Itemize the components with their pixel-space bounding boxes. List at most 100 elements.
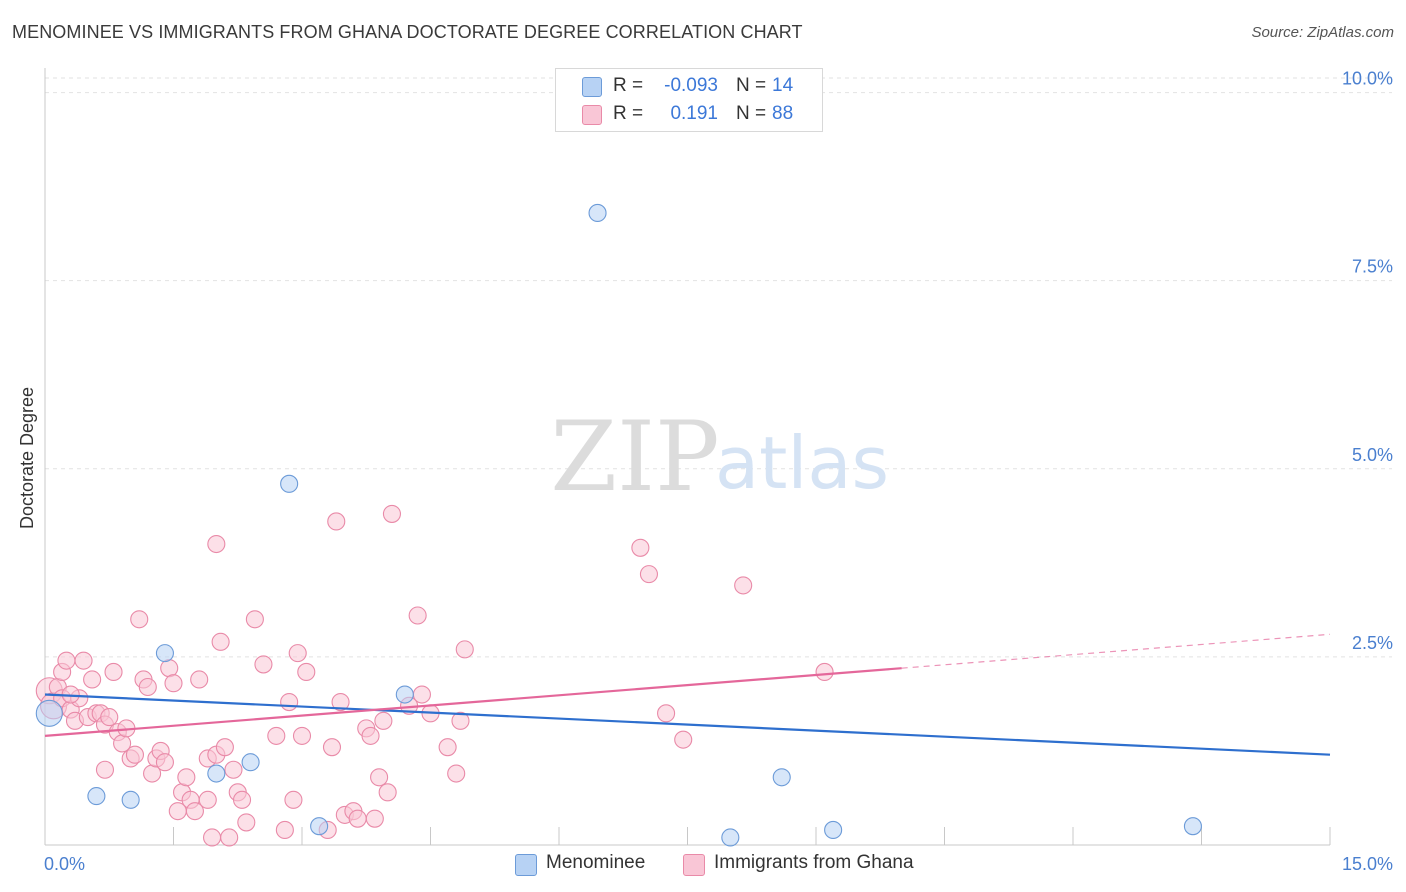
- point-ghana: [245, 610, 264, 629]
- point-ghana: [211, 632, 230, 651]
- legend-r-value: -0.093: [664, 75, 718, 96]
- point-menominee: [280, 474, 299, 493]
- point-ghana: [215, 738, 234, 757]
- chart-title: MENOMINEE VS IMMIGRANTS FROM GHANA DOCTO…: [12, 22, 803, 42]
- point-ghana: [74, 651, 93, 670]
- legend-label-menominee: Menominee: [546, 852, 646, 873]
- y-tick-label: 2.5%: [1352, 633, 1393, 653]
- point-ghana: [447, 764, 466, 783]
- data-points: [35, 203, 1202, 847]
- legend-r-value: 0.191: [670, 103, 718, 124]
- point-ghana: [267, 726, 286, 745]
- point-ghana: [455, 640, 474, 659]
- point-menominee: [155, 644, 174, 663]
- point-ghana: [374, 711, 393, 730]
- y-axis-label: Doctorate Degree: [17, 387, 37, 529]
- point-ghana: [125, 745, 144, 764]
- watermark-zip: ZIP: [550, 401, 719, 513]
- legend-swatch-menominee: [515, 854, 537, 876]
- point-menominee: [121, 790, 140, 809]
- legend-swatch-menominee: [582, 77, 602, 97]
- point-ghana: [412, 685, 431, 704]
- legend-n-label: N =: [736, 103, 767, 124]
- point-ghana: [284, 790, 303, 809]
- point-ghana: [155, 753, 174, 772]
- watermark: ZIP atlas: [550, 401, 889, 513]
- point-ghana: [83, 670, 102, 689]
- point-ghana: [203, 828, 222, 847]
- point-ghana: [297, 662, 316, 681]
- legend-r-label: R =: [613, 103, 644, 124]
- point-ghana: [408, 606, 427, 625]
- source-label: Source: ZipAtlas.com: [1251, 24, 1394, 41]
- point-ghana: [365, 809, 384, 828]
- gridlines: [45, 77, 1392, 658]
- point-ghana: [370, 768, 389, 787]
- point-ghana: [734, 576, 753, 595]
- point-ghana: [438, 738, 457, 757]
- legend-row-ghana: R = 0.191 N = 88: [556, 101, 822, 127]
- point-ghana: [275, 820, 294, 840]
- legend-r-label: R =: [613, 75, 644, 96]
- point-menominee: [207, 764, 226, 783]
- point-ghana: [331, 692, 350, 712]
- point-ghana: [160, 659, 179, 678]
- x-tick-label: 15.0%: [1342, 854, 1393, 874]
- point-ghana: [185, 802, 204, 821]
- y-tick-labels: 2.5% 5.0% 7.5% 10.0%: [1342, 69, 1393, 653]
- point-ghana: [382, 504, 402, 523]
- y-tick-label: 10.0%: [1342, 69, 1393, 89]
- point-ghana: [138, 677, 157, 697]
- point-ghana: [322, 738, 342, 757]
- series-legend: Menominee Immigrants from Ghana: [0, 852, 1406, 878]
- watermark-atlas: atlas: [715, 421, 889, 505]
- trend-line-ghana-extension: [901, 633, 1331, 669]
- point-ghana: [815, 662, 834, 681]
- point-ghana: [639, 565, 659, 584]
- point-ghana: [361, 726, 380, 745]
- point-ghana: [280, 692, 299, 712]
- legend-label-ghana: Immigrants from Ghana: [714, 852, 914, 873]
- point-ghana: [164, 674, 183, 693]
- point-ghana: [674, 730, 693, 749]
- point-ghana: [237, 813, 256, 832]
- point-ghana: [57, 651, 76, 670]
- point-ghana: [177, 768, 196, 787]
- point-menominee: [310, 817, 329, 836]
- point-menominee: [721, 828, 740, 847]
- y-tick-label: 5.0%: [1352, 445, 1393, 465]
- point-menominee: [35, 699, 63, 727]
- point-ghana: [104, 662, 123, 681]
- point-ghana: [100, 708, 119, 727]
- trend-line-ghana: [44, 667, 902, 737]
- point-ghana: [254, 655, 273, 674]
- point-ghana: [207, 534, 226, 554]
- point-ghana: [190, 670, 209, 689]
- point-ghana: [348, 809, 367, 828]
- legend-n-value: 88: [772, 103, 794, 124]
- point-ghana: [292, 726, 312, 745]
- point-ghana: [130, 610, 149, 629]
- point-menominee: [241, 753, 260, 772]
- y-tick-label: 7.5%: [1352, 257, 1393, 277]
- point-ghana: [220, 828, 239, 847]
- legend-row-menominee: R = -0.093 N = 14: [556, 73, 822, 99]
- x-tick-labels: 0.0% 15.0%: [44, 854, 1393, 874]
- point-menominee: [87, 787, 106, 806]
- point-ghana: [378, 783, 397, 802]
- x-tick-label: 0.0%: [44, 854, 85, 874]
- point-ghana: [327, 512, 346, 531]
- point-ghana: [657, 704, 676, 723]
- trend-lines: [44, 633, 1331, 756]
- trend-line-menominee: [44, 693, 1331, 756]
- point-ghana: [198, 790, 217, 809]
- point-menominee: [395, 685, 414, 704]
- point-ghana: [631, 538, 650, 557]
- point-ghana: [232, 790, 252, 809]
- correlation-legend: R = -0.093 N = 14 R = 0.191 N = 88: [555, 68, 823, 132]
- point-menominee: [588, 203, 607, 223]
- point-ghana: [224, 760, 243, 779]
- point-menominee: [1183, 817, 1202, 836]
- point-ghana: [95, 760, 115, 779]
